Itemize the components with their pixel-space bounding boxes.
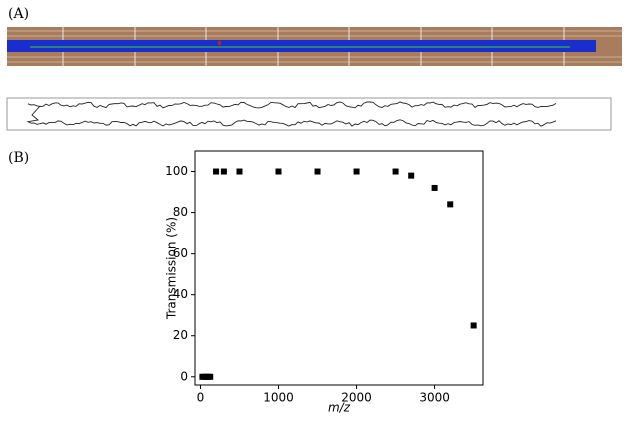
y-tick-label: 80 [173, 205, 188, 219]
point [213, 168, 220, 175]
point [408, 172, 415, 179]
point [392, 168, 399, 175]
point [431, 184, 438, 191]
x-tick-label: 3000 [419, 391, 450, 405]
point [470, 322, 477, 329]
x-tick-label: 2000 [341, 391, 372, 405]
y-tick-label: 0 [180, 369, 188, 383]
point [447, 201, 454, 208]
panel-label: (B) [8, 150, 29, 166]
point [236, 168, 243, 175]
point [207, 373, 214, 380]
trajectory-view [6, 97, 612, 131]
y-tick-label: 40 [173, 287, 188, 301]
x-tick-label: 0 [197, 391, 205, 405]
y-axis-label: Transmission (%) [165, 217, 179, 320]
x-axis-label: m/z [328, 401, 351, 415]
point [353, 168, 360, 175]
y-tick-label: 60 [173, 246, 188, 260]
point [314, 168, 321, 175]
point [275, 168, 282, 175]
point [220, 168, 227, 175]
plot-frame [194, 150, 484, 386]
panel-label: (A) [8, 6, 29, 22]
y-tick-label: 100 [165, 164, 188, 178]
y-tick-label: 20 [173, 328, 188, 342]
x-tick-label: 1000 [263, 391, 294, 405]
simulation-view [7, 27, 622, 66]
